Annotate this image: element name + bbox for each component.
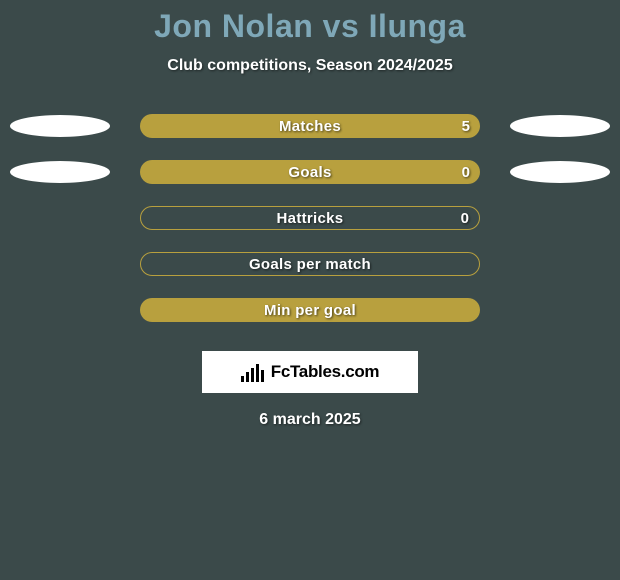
stat-row: Matches 5 xyxy=(0,103,620,149)
stat-value: 5 xyxy=(462,118,470,135)
brand-icon-bar xyxy=(246,372,249,382)
stat-label: Goals per match xyxy=(249,256,371,273)
stat-label: Matches xyxy=(279,118,341,135)
right-oval xyxy=(510,115,610,137)
stat-rows: Matches 5 Goals 0 Hattricks 0 Goals per match M… xyxy=(0,103,620,333)
brand-icon-bar xyxy=(261,370,264,382)
stat-label: Min per goal xyxy=(264,302,356,319)
stat-row: Goals per match xyxy=(0,241,620,287)
brand-box: FcTables.com xyxy=(202,351,418,393)
stat-bar: Hattricks 0 xyxy=(140,206,480,230)
left-oval xyxy=(10,115,110,137)
right-oval xyxy=(510,161,610,183)
stat-row: Min per goal xyxy=(0,287,620,333)
stat-row: Goals 0 xyxy=(0,149,620,195)
stat-bar: Goals per match xyxy=(140,252,480,276)
subtitle: Club competitions, Season 2024/2025 xyxy=(0,57,620,75)
stat-bar: Min per goal xyxy=(140,298,480,322)
brand-text: FcTables.com xyxy=(271,362,380,382)
date-label: 6 march 2025 xyxy=(0,411,620,429)
stat-bar: Goals 0 xyxy=(140,160,480,184)
stat-value: 0 xyxy=(462,164,470,181)
brand-icon-bar xyxy=(256,364,259,382)
brand-icon-bar xyxy=(251,368,254,382)
brand-chart-icon xyxy=(241,362,265,382)
stat-label: Hattricks xyxy=(277,210,344,227)
left-oval xyxy=(10,161,110,183)
brand-icon-bar xyxy=(241,376,244,382)
page-title: Jon Nolan vs Ilunga xyxy=(0,0,620,45)
stat-label: Goals xyxy=(288,164,331,181)
stat-bar: Matches 5 xyxy=(140,114,480,138)
stat-value: 0 xyxy=(461,210,469,227)
stat-row: Hattricks 0 xyxy=(0,195,620,241)
